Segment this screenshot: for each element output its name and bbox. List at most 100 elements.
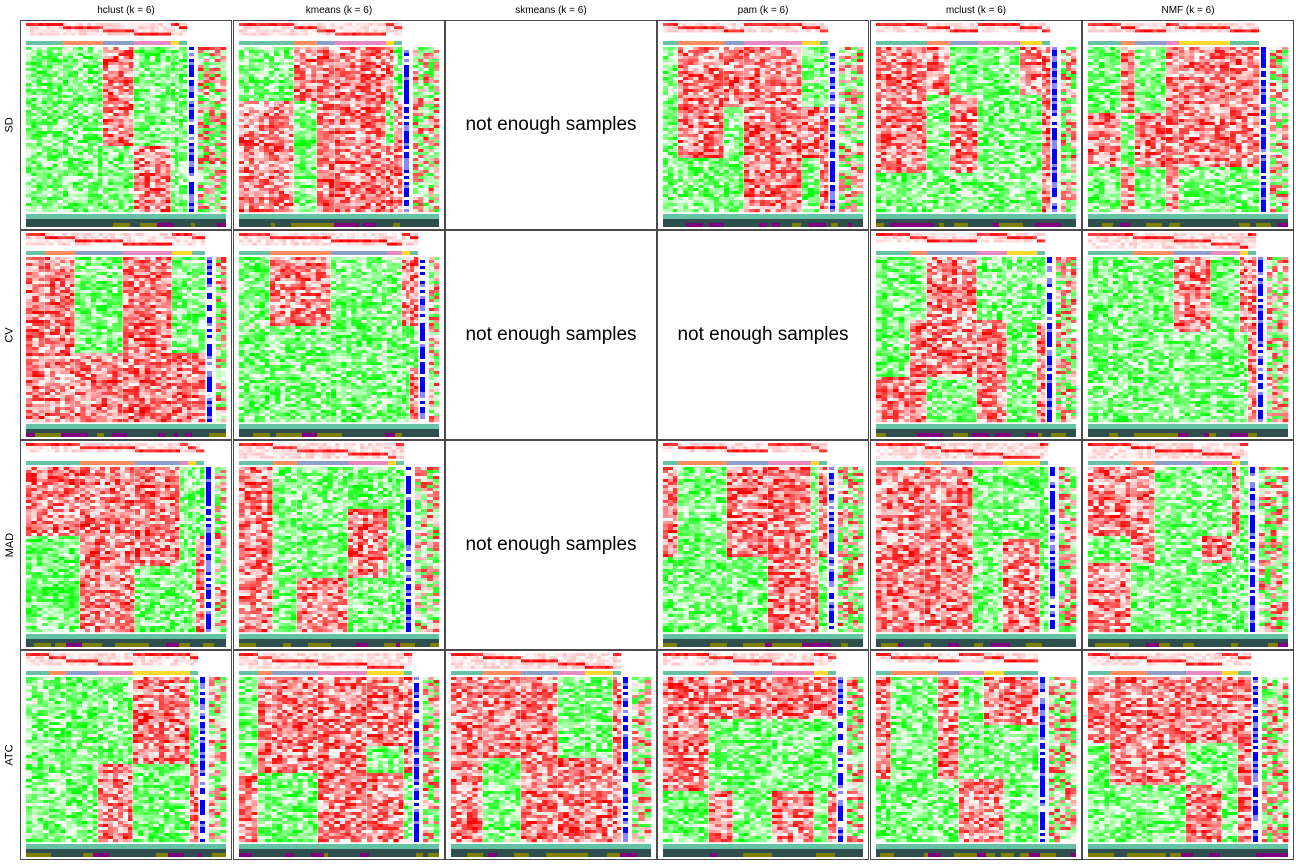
probability-cell xyxy=(781,26,786,30)
heatmap-cell xyxy=(179,209,184,213)
heatmap-cell xyxy=(698,65,704,69)
heatmap-cell xyxy=(345,65,351,69)
heatmap-cell xyxy=(299,125,306,129)
probability-cell xyxy=(285,32,290,36)
heatmap-cell xyxy=(128,176,135,180)
heatmap-cell xyxy=(329,155,336,159)
probability-cell xyxy=(394,26,399,30)
probability-cell xyxy=(111,29,117,33)
silhouette-cell xyxy=(189,92,194,95)
heatmap-cell xyxy=(264,209,270,213)
heatmap-cell xyxy=(118,62,124,66)
heatmap-cell xyxy=(123,107,130,111)
heatmap-cell xyxy=(123,50,130,54)
heatmap-cell xyxy=(375,101,382,105)
heatmap-cell xyxy=(254,185,260,189)
heatmap-cell xyxy=(340,209,346,213)
heatmap-cell xyxy=(264,47,270,51)
heatmap-cell xyxy=(259,92,265,96)
probability-cell xyxy=(260,32,265,36)
heatmap-cell xyxy=(673,197,679,201)
heatmap-cell xyxy=(175,167,180,171)
silhouette-cell xyxy=(404,188,409,191)
probability-cell xyxy=(251,32,257,36)
probability-cell xyxy=(760,29,765,33)
heatmap-cell xyxy=(360,50,366,54)
heatmap-cell xyxy=(160,89,167,93)
probability-cell xyxy=(312,32,318,36)
heatmap-cell xyxy=(264,68,270,72)
heatmap-cell xyxy=(118,74,124,78)
heatmap-cell xyxy=(144,53,151,57)
heatmap-cell xyxy=(244,122,250,126)
heatmap-cell xyxy=(418,119,424,123)
heatmap-cell xyxy=(36,185,43,189)
heatmap-cell xyxy=(244,47,250,51)
heatmap-cell xyxy=(355,95,361,99)
heatmap-cell xyxy=(239,125,245,129)
heatmap-cell xyxy=(345,152,351,156)
heatmap-cell xyxy=(259,107,265,111)
heatmap-cell xyxy=(128,59,135,63)
heatmap-cell xyxy=(108,98,114,102)
heatmap-cell xyxy=(203,62,210,66)
heatmap-cell xyxy=(345,125,351,129)
heatmap-cell xyxy=(329,119,336,123)
heatmap-cell xyxy=(345,80,351,84)
probability-cell xyxy=(789,26,794,30)
heatmap-cell xyxy=(279,194,285,198)
heatmap-cell xyxy=(317,74,324,78)
heatmap-cell xyxy=(203,104,210,108)
heatmap-cell xyxy=(220,185,227,189)
probability-cell xyxy=(83,32,88,36)
heatmap-cell xyxy=(139,131,145,135)
heatmap-cell xyxy=(360,158,366,162)
heatmap-cell xyxy=(183,62,188,66)
heatmap-cell xyxy=(668,182,674,186)
heatmap-cell xyxy=(123,146,130,150)
heatmap-cell xyxy=(688,62,694,66)
heatmap-cell xyxy=(26,95,32,99)
heatmap-cell xyxy=(73,77,79,81)
heatmap-cell xyxy=(423,137,429,141)
heatmap-cell xyxy=(254,104,260,108)
heatmap-cell xyxy=(128,152,135,156)
heatmap-cell xyxy=(428,101,435,105)
probability-cell xyxy=(356,23,361,26)
heatmap-cell xyxy=(375,209,382,213)
heatmap-cell xyxy=(713,59,720,63)
heatmap-cell xyxy=(78,209,84,213)
heatmap-cell xyxy=(36,134,43,138)
heatmap-cell xyxy=(294,104,301,108)
heatmap-cell xyxy=(78,146,84,150)
heatmap-cell xyxy=(254,59,260,63)
heatmap-cell xyxy=(269,83,275,87)
heatmap-cell xyxy=(365,101,371,105)
heatmap-cell xyxy=(718,47,725,51)
heatmap-cell xyxy=(134,146,140,150)
heatmap-cell xyxy=(113,146,119,150)
bottom-annotation xyxy=(26,219,226,223)
probability-cell xyxy=(785,23,790,26)
heatmap-cell xyxy=(370,203,377,207)
heatmap-cell xyxy=(108,62,114,66)
heatmap-cell xyxy=(26,92,32,96)
heatmap-cell xyxy=(83,122,89,126)
probability-cell xyxy=(686,29,691,33)
heatmap-cell xyxy=(83,164,89,168)
heatmap-cell xyxy=(68,89,74,93)
heatmap-cell xyxy=(41,140,48,144)
heatmap-cell xyxy=(113,155,119,159)
heatmap-cell xyxy=(57,86,64,90)
heatmap-cell xyxy=(284,203,290,207)
heatmap-cell xyxy=(718,62,725,66)
heatmap-cell xyxy=(183,53,188,57)
heatmap-cell xyxy=(428,113,435,117)
heatmap-cell xyxy=(88,206,94,210)
heatmap-cell xyxy=(31,95,37,99)
heatmap-cell xyxy=(264,113,270,117)
probability-cell xyxy=(95,32,100,36)
heatmap-cell xyxy=(708,71,715,75)
heatmap-cell xyxy=(139,155,145,159)
heatmap-cell xyxy=(108,128,114,132)
